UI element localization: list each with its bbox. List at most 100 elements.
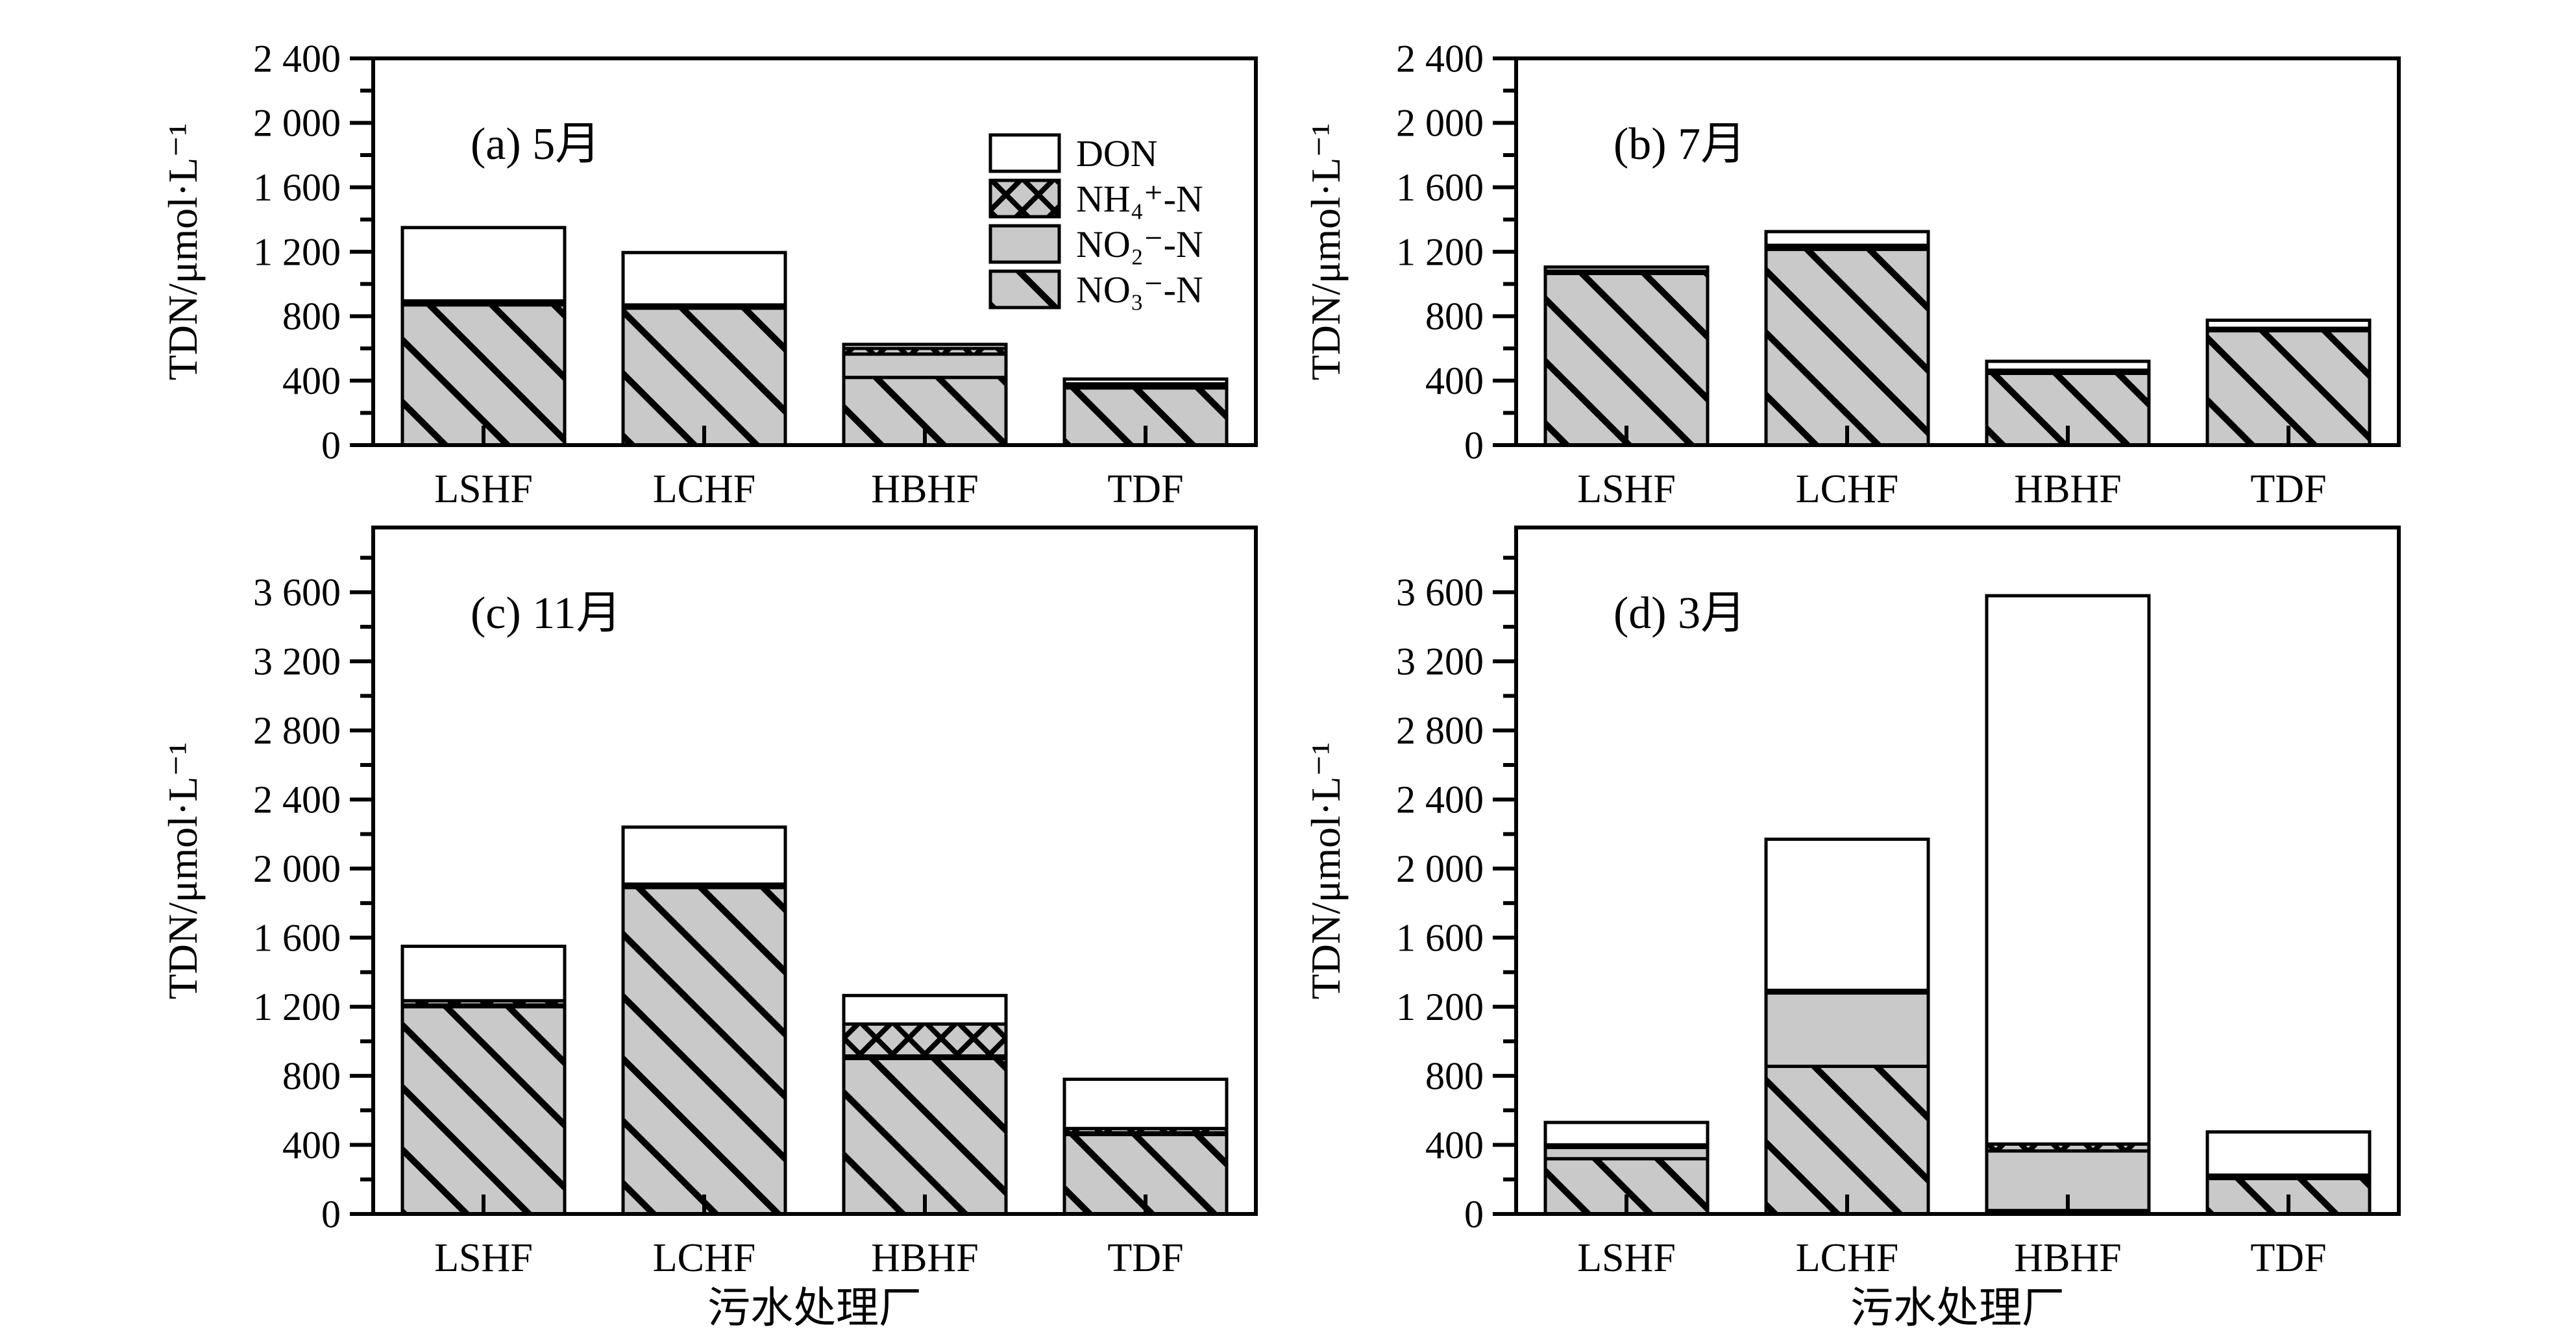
category-label: TDF	[1107, 467, 1183, 511]
category-label: TDF	[2250, 1236, 2326, 1280]
category-label: LCHF	[1796, 467, 1898, 511]
bar-segment-HBHF-NO₂⁻-N	[842, 352, 1008, 380]
bar-segment-TDF-DON	[1062, 377, 1229, 386]
legend-swatch-solid	[988, 224, 1061, 264]
bar-segment-HBHF-DON	[842, 343, 1008, 350]
y-tick-label: 2 400	[253, 37, 341, 80]
x-axis-title: 污水处理厂	[1850, 1285, 2065, 1332]
y-tick-label: 2 000	[1396, 847, 1484, 890]
bar-segment-TDF-DON	[1062, 1077, 1229, 1130]
bar-d-HBHF	[1985, 594, 2151, 1216]
bar-segment-LSHF-NO₃⁻-N	[400, 1005, 567, 1216]
bar-segment-HBHF-NO₃⁻-N	[842, 1056, 1008, 1216]
y-tick-label: 0	[1464, 424, 1484, 467]
y-tick-label: 400	[1425, 359, 1484, 402]
plot-frame	[371, 526, 1258, 1216]
y-tick-label: 1 200	[1396, 986, 1484, 1028]
bar-segment-LCHF-DON	[1764, 837, 1930, 992]
panel-title: (c) 11月	[471, 588, 622, 638]
bar-segment-LCHF-NO₃⁻-N	[621, 886, 787, 1216]
legend-label: DON	[1076, 132, 1158, 175]
y-axis-title: TDN/μmol·L⁻¹	[160, 742, 206, 1000]
y-tick-label: 2 400	[1396, 37, 1484, 80]
bar-segment-LSHF-DON	[400, 226, 567, 303]
y-axis-panel-d: 0 400 800 1 200 1 600 2 000 2 400 2 800 3 200 3 6…	[1396, 555, 1516, 1235]
plot-frame	[1514, 56, 2401, 447]
y-tick-label: 1 600	[253, 917, 341, 960]
y-axis-panel-b: 0 400 800 1 200 1 600 2 000 2 400	[1396, 37, 1516, 467]
panel-title: (d) 3月	[1613, 588, 1746, 638]
category-label: HBHF	[871, 1236, 978, 1280]
bar-d-LCHF	[1764, 837, 1930, 1216]
y-tick-label: 1 200	[1396, 230, 1484, 273]
y-tick-label: 800	[1425, 1054, 1484, 1097]
y-tick-label: 400	[282, 1124, 341, 1167]
y-tick-label: 800	[282, 295, 341, 338]
bar-b-TDF	[2205, 319, 2372, 447]
x-axis-title: 污水处理厂	[707, 1285, 922, 1332]
y-tick-label: 3 200	[253, 640, 341, 683]
bar-segment-LSHF-NO₃⁻-N	[1543, 272, 1710, 447]
bar-a-LCHF	[621, 250, 787, 447]
bar-segment-LSHF-NO₃⁻-N	[400, 303, 567, 447]
category-label: LSHF	[1577, 1236, 1676, 1280]
panel-b: 0 400 800 1 200 1 600 2 000 2 400 LSHF LCHF HBHF T…	[1303, 37, 2401, 511]
y-axis-panel-a: 0 400 800 1 200 1 600 2 000 2 400	[253, 37, 373, 467]
y-tick-label: 3 200	[1396, 640, 1484, 683]
legend-swatch-crosshatch	[988, 178, 1061, 219]
bar-d-TDF	[2205, 1130, 2372, 1216]
bar-c-LSHF	[400, 944, 567, 1216]
y-tick-label: 0	[321, 424, 341, 467]
bar-c-HBHF	[842, 993, 1008, 1216]
bar-segment-HBHF-DON	[842, 993, 1008, 1026]
legend-swatch-diagonal	[988, 269, 1061, 309]
y-tick-label: 2 800	[1396, 709, 1484, 752]
category-label: HBHF	[871, 467, 978, 511]
bar-segment-LSHF-DON	[400, 944, 567, 1002]
y-tick-label: 400	[1425, 1124, 1484, 1167]
panel-c: 0 400 800 1 200 1 600 2 000 2 400 2 800 3 200 3 6…	[160, 526, 1258, 1332]
y-tick-label: 400	[282, 359, 341, 402]
legend-label: NH₄⁺-N	[1076, 178, 1203, 220]
bar-c-TDF	[1062, 1077, 1229, 1216]
bar-segment-LCHF-NO₃⁻-N	[1764, 247, 1930, 447]
panel-title: (a) 5月	[471, 119, 600, 169]
category-label: TDF	[2250, 467, 2326, 511]
bar-segment-LCHF-DON	[1764, 230, 1930, 247]
plot-frame	[371, 56, 1258, 447]
y-tick-label: 1 600	[1396, 166, 1484, 209]
legend-swatch-blank	[988, 133, 1061, 173]
y-axis-panel-c: 0 400 800 1 200 1 600 2 000 2 400 2 800 3 200 3 6…	[253, 555, 373, 1235]
y-tick-label: 2 800	[253, 709, 341, 752]
category-label: HBHF	[2014, 467, 2121, 511]
y-tick-label: 1 200	[253, 986, 341, 1028]
bar-segment-LSHF-DON	[1543, 265, 1710, 273]
bar-segment-LCHF-DON	[621, 250, 787, 307]
category-label: LCHF	[653, 1236, 755, 1280]
bar-d-LSHF	[1543, 1121, 1710, 1216]
legend-label: NO₃⁻-N	[1076, 269, 1203, 311]
y-tick-label: 2 000	[1396, 102, 1484, 145]
category-label: HBHF	[2014, 1236, 2121, 1280]
bar-segment-TDF-DON	[2205, 1130, 2372, 1177]
panel-title: (b) 7月	[1613, 119, 1746, 169]
y-tick-label: 2 400	[1396, 779, 1484, 821]
plot-frame	[1514, 526, 2401, 1216]
bar-a-LSHF	[400, 226, 567, 447]
y-tick-label: 1 600	[253, 166, 341, 209]
y-tick-label: 2 000	[253, 847, 341, 890]
y-tick-label: 0	[321, 1193, 341, 1235]
bar-segment-TDF-DON	[2205, 319, 2372, 330]
bar-segment-LSHF-NO₂⁻-N	[1543, 1146, 1710, 1161]
bar-segment-LCHF-NO₃⁻-N	[1764, 1064, 1930, 1216]
y-tick-label: 1 600	[1396, 917, 1484, 960]
category-label: TDF	[1107, 1236, 1183, 1280]
category-label: LSHF	[434, 467, 533, 511]
bar-segment-LCHF-NO₃⁻-N	[621, 306, 787, 447]
panel-d: 0 400 800 1 200 1 600 2 000 2 400 2 800 3 200 3 6…	[1303, 526, 2401, 1332]
category-label: LCHF	[1796, 1236, 1898, 1280]
bar-segment-LCHF-NO₂⁻-N	[1764, 991, 1930, 1068]
y-tick-label: 800	[282, 1054, 341, 1097]
